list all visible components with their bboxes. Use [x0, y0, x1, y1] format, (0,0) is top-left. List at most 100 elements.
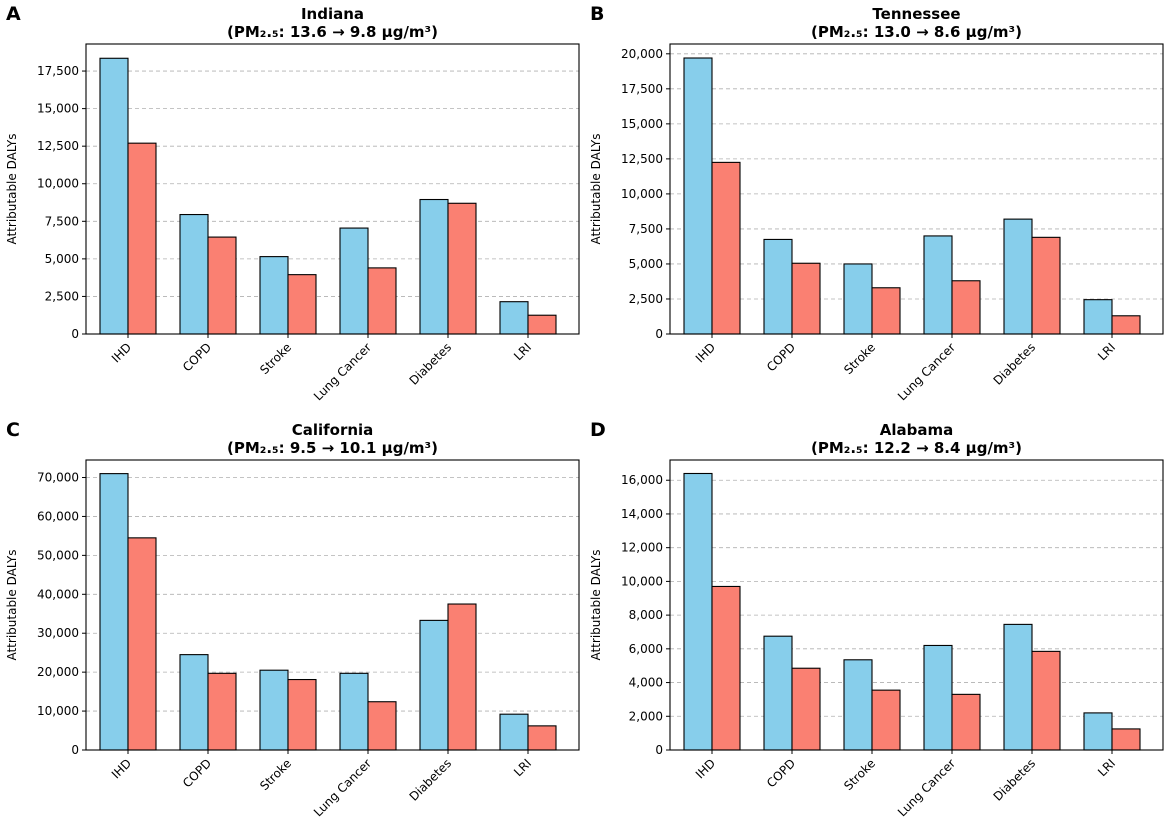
bar-reduced-lri [1111, 728, 1141, 751]
bar-baseline-lri [499, 301, 529, 335]
y-axis-label: Attributable DALYs [5, 133, 19, 244]
chart-title: Alabama [880, 421, 953, 439]
bar-reduced-copd [791, 262, 821, 335]
y-tick-label: 20,000 [37, 665, 79, 679]
bar-reduced-diabetes [1031, 650, 1061, 751]
panel-letter: C [6, 419, 20, 441]
bar-baseline-ihd [683, 472, 713, 751]
plot-frame [85, 43, 580, 335]
chart-subtitle: (PM₂.₅: 9.5 → 10.1 μg/m³) [227, 439, 438, 457]
y-tick-label: 10,000 [37, 177, 79, 191]
y-tick-label: 30,000 [37, 626, 79, 640]
plot-frame [669, 459, 1164, 751]
bar-baseline-diabetes [419, 198, 449, 335]
y-tick-label: 17,500 [621, 82, 663, 96]
bar-reduced-ihd [127, 537, 157, 751]
bar-baseline-stroke [843, 263, 873, 335]
y-tick-label: 2,500 [45, 289, 79, 303]
y-tick-label: 12,500 [37, 139, 79, 153]
y-tick-label: 0 [71, 743, 79, 757]
bar-baseline-copd [179, 213, 209, 335]
y-tick-label: 50,000 [37, 548, 79, 562]
bar-reduced-lung-cancer [951, 280, 981, 335]
y-tick-label: 20,000 [621, 47, 663, 61]
bar-baseline-ihd [99, 57, 129, 335]
bar-reduced-copd [207, 672, 237, 751]
y-tick-label: 70,000 [37, 471, 79, 485]
y-axis-label: Attributable DALYs [5, 549, 19, 660]
bar-baseline-diabetes [1003, 623, 1033, 751]
bar-reduced-copd [207, 236, 237, 335]
panel-letter: A [6, 3, 21, 25]
bar-baseline-lung-cancer [339, 227, 369, 335]
bar-baseline-copd [763, 238, 793, 335]
y-tick-label: 4,000 [629, 676, 663, 690]
y-tick-label: 15,000 [621, 117, 663, 131]
y-tick-label: 10,000 [621, 187, 663, 201]
bar-reduced-diabetes [447, 202, 477, 335]
bar-reduced-ihd [127, 142, 157, 335]
y-tick-label: 12,500 [621, 152, 663, 166]
y-tick-label: 2,000 [629, 709, 663, 723]
chart-subtitle: (PM₂.₅: 13.6 → 9.8 μg/m³) [227, 23, 438, 41]
bar-baseline-stroke [259, 256, 289, 335]
bar-baseline-copd [179, 654, 209, 751]
chart-panel-d: D Alabama(PM₂.₅: 12.2 → 8.4 μg/m³) 0 2,000 4… [589, 419, 1164, 819]
bar-reduced-ihd [711, 161, 741, 335]
bar-reduced-stroke [871, 287, 901, 335]
y-tick-label: 0 [655, 327, 663, 341]
chart-title: Tennessee [872, 5, 960, 23]
y-axis-label: Attributable DALYs [589, 549, 603, 660]
bar-reduced-copd [791, 667, 821, 751]
bar-reduced-lung-cancer [367, 267, 397, 335]
bar-reduced-lri [527, 314, 557, 335]
bar-baseline-ihd [99, 473, 129, 751]
bar-baseline-copd [763, 635, 793, 751]
bar-baseline-stroke [843, 659, 873, 751]
bar-reduced-lri [527, 725, 557, 751]
bar-baseline-lung-cancer [923, 644, 953, 751]
bar-reduced-stroke [287, 274, 317, 335]
bar-reduced-lri [1111, 315, 1141, 335]
bar-reduced-stroke [871, 689, 901, 751]
bar-reduced-diabetes [1031, 236, 1061, 335]
bar-baseline-lung-cancer [339, 672, 369, 751]
chart-subtitle: (PM₂.₅: 13.0 → 8.6 μg/m³) [811, 23, 1022, 41]
y-tick-label: 10,000 [37, 704, 79, 718]
y-tick-label: 10,000 [621, 574, 663, 588]
panel-letter: B [590, 3, 604, 25]
y-tick-label: 5,000 [45, 252, 79, 266]
plot-frame [85, 459, 580, 751]
y-tick-label: 12,000 [621, 541, 663, 555]
chart-title: California [292, 421, 374, 439]
y-tick-label: 17,500 [37, 64, 79, 78]
bar-baseline-diabetes [419, 619, 449, 751]
bar-baseline-lri [499, 713, 529, 751]
y-tick-label: 14,000 [621, 507, 663, 521]
y-tick-label: 16,000 [621, 473, 663, 487]
bar-reduced-diabetes [447, 603, 477, 751]
chart-title: Indiana [301, 5, 364, 23]
y-tick-label: 60,000 [37, 509, 79, 523]
y-tick-label: 0 [71, 327, 79, 341]
plot-frame [669, 43, 1164, 335]
bar-baseline-stroke [259, 669, 289, 751]
panel-letter: D [590, 419, 606, 441]
y-tick-label: 7,500 [45, 214, 79, 228]
y-tick-label: 7,500 [629, 222, 663, 236]
bar-reduced-stroke [287, 678, 317, 751]
chart-subtitle: (PM₂.₅: 12.2 → 8.4 μg/m³) [811, 439, 1022, 457]
y-tick-label: 6,000 [629, 642, 663, 656]
y-tick-label: 15,000 [37, 102, 79, 116]
y-axis-label: Attributable DALYs [589, 133, 603, 244]
bar-baseline-diabetes [1003, 218, 1033, 335]
bar-reduced-lung-cancer [951, 693, 981, 751]
y-tick-label: 0 [655, 743, 663, 757]
bar-baseline-lri [1083, 712, 1113, 751]
bar-reduced-lung-cancer [367, 701, 397, 751]
y-tick-label: 2,500 [629, 292, 663, 306]
y-tick-label: 5,000 [629, 257, 663, 271]
bar-baseline-ihd [683, 57, 713, 335]
bar-baseline-lri [1083, 299, 1113, 335]
